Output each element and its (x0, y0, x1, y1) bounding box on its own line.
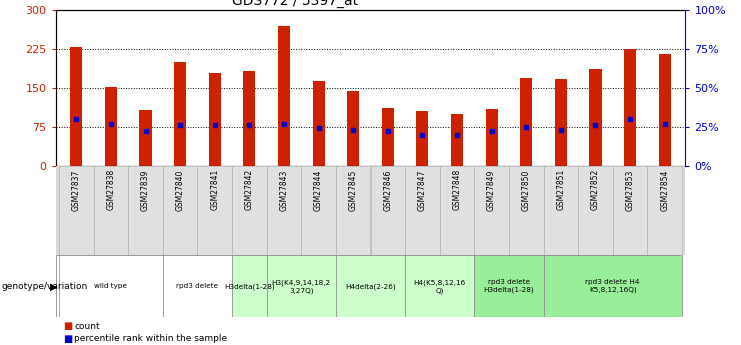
Point (555, 127, 567, 132)
Text: rpd3 delete
H3delta(1-28): rpd3 delete H3delta(1-28) (484, 279, 534, 293)
Bar (370, 166, 405, 255)
Point (313, 126, 325, 131)
Bar (197, 166, 232, 255)
Bar (163, 255, 232, 317)
Text: GDS772 / 5397_at: GDS772 / 5397_at (232, 0, 358, 8)
Bar (302, 166, 336, 255)
Bar (555, 79, 567, 166)
Text: GSM27851: GSM27851 (556, 169, 565, 210)
Bar (544, 166, 578, 255)
Text: GSM27852: GSM27852 (591, 169, 600, 210)
Point (348, 127, 359, 132)
Text: GSM27850: GSM27850 (522, 169, 531, 210)
Point (174, 122, 186, 128)
Text: ■: ■ (63, 321, 72, 331)
Bar (243, 71, 256, 166)
Point (209, 122, 221, 128)
Bar (416, 111, 428, 166)
Point (624, 116, 636, 122)
Bar (520, 78, 532, 166)
Text: wild type: wild type (94, 283, 127, 289)
Bar (59, 166, 93, 255)
Bar (474, 166, 509, 255)
Text: GSM27837: GSM27837 (72, 169, 81, 210)
Bar (209, 73, 221, 166)
Bar (405, 166, 439, 255)
Bar (382, 108, 394, 166)
Point (485, 129, 497, 134)
Bar (589, 69, 602, 166)
Bar (59, 255, 163, 317)
Text: GSM27846: GSM27846 (383, 169, 392, 210)
Bar (232, 166, 267, 255)
Bar (439, 166, 474, 255)
Point (139, 129, 151, 134)
Point (659, 121, 671, 127)
Bar (336, 166, 370, 255)
Point (278, 121, 290, 127)
Text: GSM27842: GSM27842 (245, 169, 254, 210)
Point (451, 132, 463, 137)
Text: GSM27853: GSM27853 (625, 169, 634, 210)
Bar (659, 54, 671, 166)
Text: GSM27847: GSM27847 (418, 169, 427, 210)
Text: rpd3 delete: rpd3 delete (176, 283, 219, 289)
Text: GSM27841: GSM27841 (210, 169, 219, 210)
Text: GSM27840: GSM27840 (176, 169, 185, 210)
Bar (648, 166, 682, 255)
Text: genotype/variation: genotype/variation (1, 282, 87, 291)
Text: H4delta(2-26): H4delta(2-26) (345, 283, 396, 289)
Text: GSM27845: GSM27845 (349, 169, 358, 210)
Point (520, 124, 532, 129)
Text: H3(K4,9,14,18,2
3,27Q): H3(K4,9,14,18,2 3,27Q) (272, 279, 330, 294)
Point (590, 122, 602, 128)
Text: GSM27838: GSM27838 (107, 169, 116, 210)
Point (105, 121, 117, 127)
Bar (578, 166, 613, 255)
Text: rpd3 delete H4
K5,8,12,16Q): rpd3 delete H4 K5,8,12,16Q) (585, 279, 640, 293)
Text: GSM27844: GSM27844 (314, 169, 323, 210)
Bar (163, 166, 197, 255)
Text: GSM27843: GSM27843 (279, 169, 288, 210)
Text: ■: ■ (63, 334, 72, 344)
Bar (405, 255, 474, 317)
Bar (278, 26, 290, 166)
Text: H3delta(1-28): H3delta(1-28) (224, 283, 275, 289)
Bar (451, 114, 463, 166)
Bar (313, 81, 325, 166)
Point (416, 132, 428, 137)
Bar (267, 166, 302, 255)
Bar (128, 166, 163, 255)
Text: GSM27849: GSM27849 (487, 169, 496, 210)
Bar (624, 49, 636, 166)
Bar (232, 255, 267, 317)
Bar (139, 110, 152, 166)
Text: percentile rank within the sample: percentile rank within the sample (74, 334, 227, 343)
Text: GSM27854: GSM27854 (660, 169, 669, 210)
Bar (544, 255, 682, 317)
Bar (474, 255, 544, 317)
Point (70, 116, 82, 122)
Text: H4(K5,8,12,16
Q): H4(K5,8,12,16 Q) (413, 279, 466, 294)
Bar (174, 62, 186, 166)
Bar (613, 166, 648, 255)
Bar (105, 87, 117, 166)
Bar (485, 109, 498, 166)
Bar (93, 166, 128, 255)
Bar (267, 255, 336, 317)
Bar (70, 47, 82, 166)
Bar (509, 166, 544, 255)
Text: GSM27848: GSM27848 (453, 169, 462, 210)
Bar (336, 255, 405, 317)
Text: GSM27839: GSM27839 (141, 169, 150, 210)
Point (244, 122, 256, 128)
Text: count: count (74, 322, 100, 331)
Point (382, 129, 393, 134)
Bar (347, 90, 359, 166)
Text: ▶: ▶ (50, 282, 58, 291)
